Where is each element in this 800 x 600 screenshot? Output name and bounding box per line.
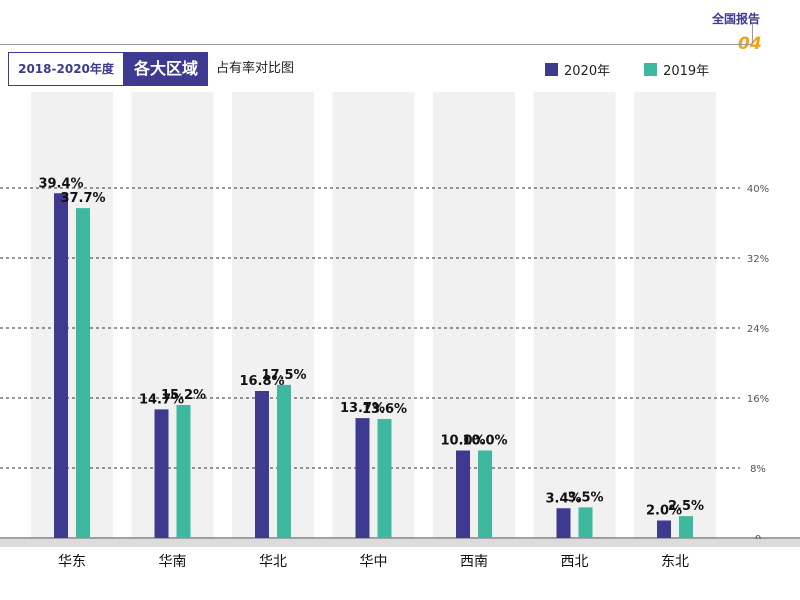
category-band: [533, 92, 616, 538]
report-label: 全国报告: [712, 12, 761, 26]
data-label: 16.8%: [239, 374, 284, 389]
data-label: 10.0%: [462, 434, 507, 449]
bar: [657, 520, 671, 538]
years-range-label: 2018-2020年度: [8, 52, 124, 86]
x-axis-band: [0, 539, 800, 547]
legend-swatch-2019: [644, 62, 658, 76]
bar: [154, 409, 169, 538]
x-tick-label: 华中: [360, 554, 388, 570]
bar: [456, 450, 470, 538]
y-tick-label: 32%: [747, 254, 769, 265]
bar: [255, 391, 269, 538]
data-label: 10.0%: [440, 434, 485, 449]
category-band: [433, 92, 515, 538]
data-label: 13.6%: [362, 402, 407, 417]
chart-title: 占有率对比图: [216, 61, 295, 76]
legend-swatch-2020: [545, 62, 558, 76]
x-tick-label: 东北: [661, 554, 689, 570]
legend-item-2020: 2020年: [545, 60, 610, 79]
data-label: 17.5%: [261, 368, 306, 383]
y-tick-label: 24%: [747, 324, 769, 335]
category-band: [332, 92, 415, 538]
x-tick-label: 华东: [58, 554, 86, 570]
y-tick-label: 16%: [747, 394, 769, 405]
category-band: [31, 92, 113, 538]
data-label: 2.0%: [646, 504, 682, 519]
category-band: [232, 92, 314, 538]
bar: [377, 419, 392, 538]
legend: 2020年 2019年: [545, 56, 743, 82]
data-label: 39.4%: [38, 176, 83, 191]
data-label: 3.5%: [567, 490, 603, 505]
data-label: 2.5%: [668, 499, 704, 514]
x-tick-label: 西南: [460, 554, 488, 570]
bar: [54, 193, 68, 538]
bar: [176, 405, 191, 538]
category-band: [131, 92, 214, 538]
data-label: 13.7%: [340, 401, 385, 416]
x-tick-label: 华北: [259, 554, 287, 570]
region-label: 各大区域: [124, 52, 208, 86]
legend-label-2019: 2019年: [663, 63, 710, 79]
data-label: 37.7%: [60, 191, 105, 206]
x-tick-label: 西北: [561, 554, 589, 570]
legend-label-2020: 2020年: [564, 63, 611, 79]
chart-header: 2018-2020年度 各大区域 占有率对比图 2020年 2019年: [0, 52, 800, 86]
legend-item-2019: 2019年: [644, 60, 709, 79]
y-tick-label: 8%: [750, 464, 766, 475]
y-tick-label: 40%: [747, 184, 769, 195]
bar: [76, 208, 90, 538]
header-right-divider: [752, 24, 753, 44]
category-band: [634, 92, 716, 538]
data-label: 15.2%: [161, 388, 206, 403]
bar: [578, 507, 593, 538]
bar: [355, 418, 370, 538]
x-tick-label: 华南: [159, 554, 187, 570]
data-label: 3.4%: [545, 491, 581, 506]
bar: [679, 516, 693, 538]
bar: [277, 384, 291, 538]
bar: [556, 508, 571, 538]
bar: [478, 450, 492, 538]
header-top-line: [0, 44, 752, 45]
y-tick-label: 0: [755, 534, 761, 545]
data-label: 14.7%: [139, 392, 184, 407]
